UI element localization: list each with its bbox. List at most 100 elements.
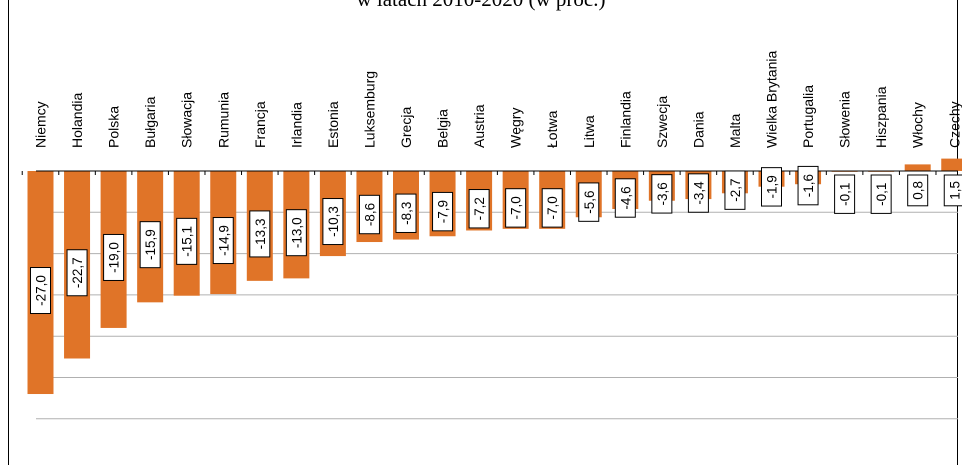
category-label: Polska — [106, 106, 122, 148]
category-label: Portugalia — [800, 85, 816, 148]
value-label: -8,6 — [358, 194, 380, 235]
value-label-box — [249, 210, 271, 258]
value-label-box — [66, 249, 88, 297]
value-label-text: -15,1 — [180, 226, 195, 257]
value-label-text: -10,3 — [326, 206, 341, 237]
category-label: Wielka Brytania — [764, 51, 780, 148]
value-label: -7,0 — [505, 188, 527, 228]
value-label: -0,1 — [870, 174, 892, 214]
bar — [904, 164, 931, 171]
value-label-text: -13,3 — [253, 219, 268, 250]
value-label: -7,0 — [541, 188, 563, 228]
value-label-text: -22,7 — [70, 257, 85, 288]
value-label-box — [103, 233, 125, 281]
value-label-text: -4,6 — [618, 186, 633, 209]
value-label-box — [578, 182, 600, 222]
category-label: Luksemburg — [361, 71, 377, 148]
chart-title: w latach 2010-2020 (w proc.) — [0, 0, 962, 12]
value-label-text: -19,0 — [107, 242, 122, 273]
value-label-box — [870, 174, 892, 214]
value-label: -0,1 — [834, 174, 856, 214]
value-label: 0,8 — [907, 174, 929, 207]
category-label: Słowenia — [837, 91, 853, 148]
category-label: Hiszpania — [873, 86, 889, 148]
value-label-box — [834, 174, 856, 214]
value-label-text: -14,9 — [216, 225, 231, 256]
category-label: Austria — [471, 104, 487, 148]
value-label: -4,6 — [614, 178, 636, 218]
value-label-box — [176, 217, 198, 265]
value-label: -15,9 — [139, 221, 161, 269]
category-label: Irlandia — [288, 102, 304, 148]
value-label-box — [614, 178, 636, 218]
category-label: Słowacja — [179, 92, 195, 148]
value-label-text: -1,9 — [765, 175, 780, 198]
value-label-text: -1,6 — [801, 174, 816, 197]
value-label: -27,0 — [30, 267, 51, 315]
value-label-box — [358, 194, 380, 235]
value-label-box — [468, 189, 490, 229]
value-label: -8,3 — [395, 193, 417, 233]
value-label-text: -7,2 — [472, 197, 487, 220]
category-label: Czechy — [946, 101, 962, 148]
value-label-text: 0,8 — [911, 181, 926, 200]
value-label: -14,9 — [212, 217, 234, 265]
value-label-text: -0,1 — [874, 183, 889, 206]
value-label-text: -8,6 — [362, 203, 377, 226]
value-label-box — [432, 191, 454, 232]
value-label: -19,0 — [103, 233, 125, 281]
value-label-text: -3,6 — [655, 182, 670, 205]
category-label: Niemcy — [33, 101, 49, 148]
value-label-box — [212, 217, 234, 265]
value-label-box — [651, 174, 673, 214]
category-label: Węgry — [508, 108, 524, 148]
value-label: -1,6 — [797, 165, 819, 206]
value-label-box — [687, 173, 709, 213]
value-label-box — [30, 267, 51, 315]
value-label-text: -8,3 — [399, 202, 414, 225]
chart-frame — [8, 0, 958, 465]
category-label: Holandia — [69, 93, 85, 148]
value-label: -7,2 — [468, 189, 490, 229]
value-label: -15,1 — [176, 217, 198, 265]
value-label-text: -0,1 — [838, 183, 853, 206]
value-label-text: -27,0 — [34, 275, 49, 306]
value-label-box — [943, 174, 962, 207]
category-label: Litwa — [581, 115, 597, 148]
value-label-text: -7,0 — [545, 196, 560, 219]
value-label-box — [761, 167, 782, 207]
value-label-box — [797, 165, 819, 206]
category-label: Łotwa — [544, 110, 560, 148]
value-label-text: -7,9 — [436, 200, 451, 223]
category-label: Włochy — [910, 102, 926, 148]
category-label: Bułgaria — [142, 96, 158, 148]
category-label: Francja — [252, 101, 268, 148]
value-label-text: -3,4 — [691, 181, 706, 205]
category-label: Estonia — [325, 101, 341, 148]
value-label: -22,7 — [66, 249, 88, 297]
value-label-text: -2,7 — [728, 179, 743, 202]
value-label: -5,6 — [578, 182, 600, 222]
value-label: -2,7 — [724, 170, 746, 210]
value-label-box — [322, 198, 344, 246]
category-label: Finlandia — [617, 91, 633, 148]
value-label: -3,4 — [687, 173, 709, 213]
value-label-text: -7,0 — [509, 196, 524, 219]
value-label-box — [395, 193, 417, 233]
value-label: -13,0 — [285, 209, 307, 257]
value-label-box — [505, 188, 527, 228]
value-label-text: 1,5 — [947, 181, 962, 200]
value-label: -13,3 — [249, 210, 271, 258]
value-label: -3,6 — [651, 174, 673, 214]
category-label: Belgia — [435, 109, 451, 148]
value-label-box — [541, 188, 563, 228]
value-label-box — [907, 174, 929, 207]
value-label-text: -5,6 — [582, 190, 597, 213]
value-label: -7,9 — [432, 191, 454, 232]
category-label: Szwecja — [654, 96, 670, 148]
value-label: -10,3 — [322, 198, 344, 246]
value-label-text: -13,0 — [289, 217, 304, 248]
value-label-box — [724, 170, 746, 210]
value-label-box — [139, 221, 161, 269]
